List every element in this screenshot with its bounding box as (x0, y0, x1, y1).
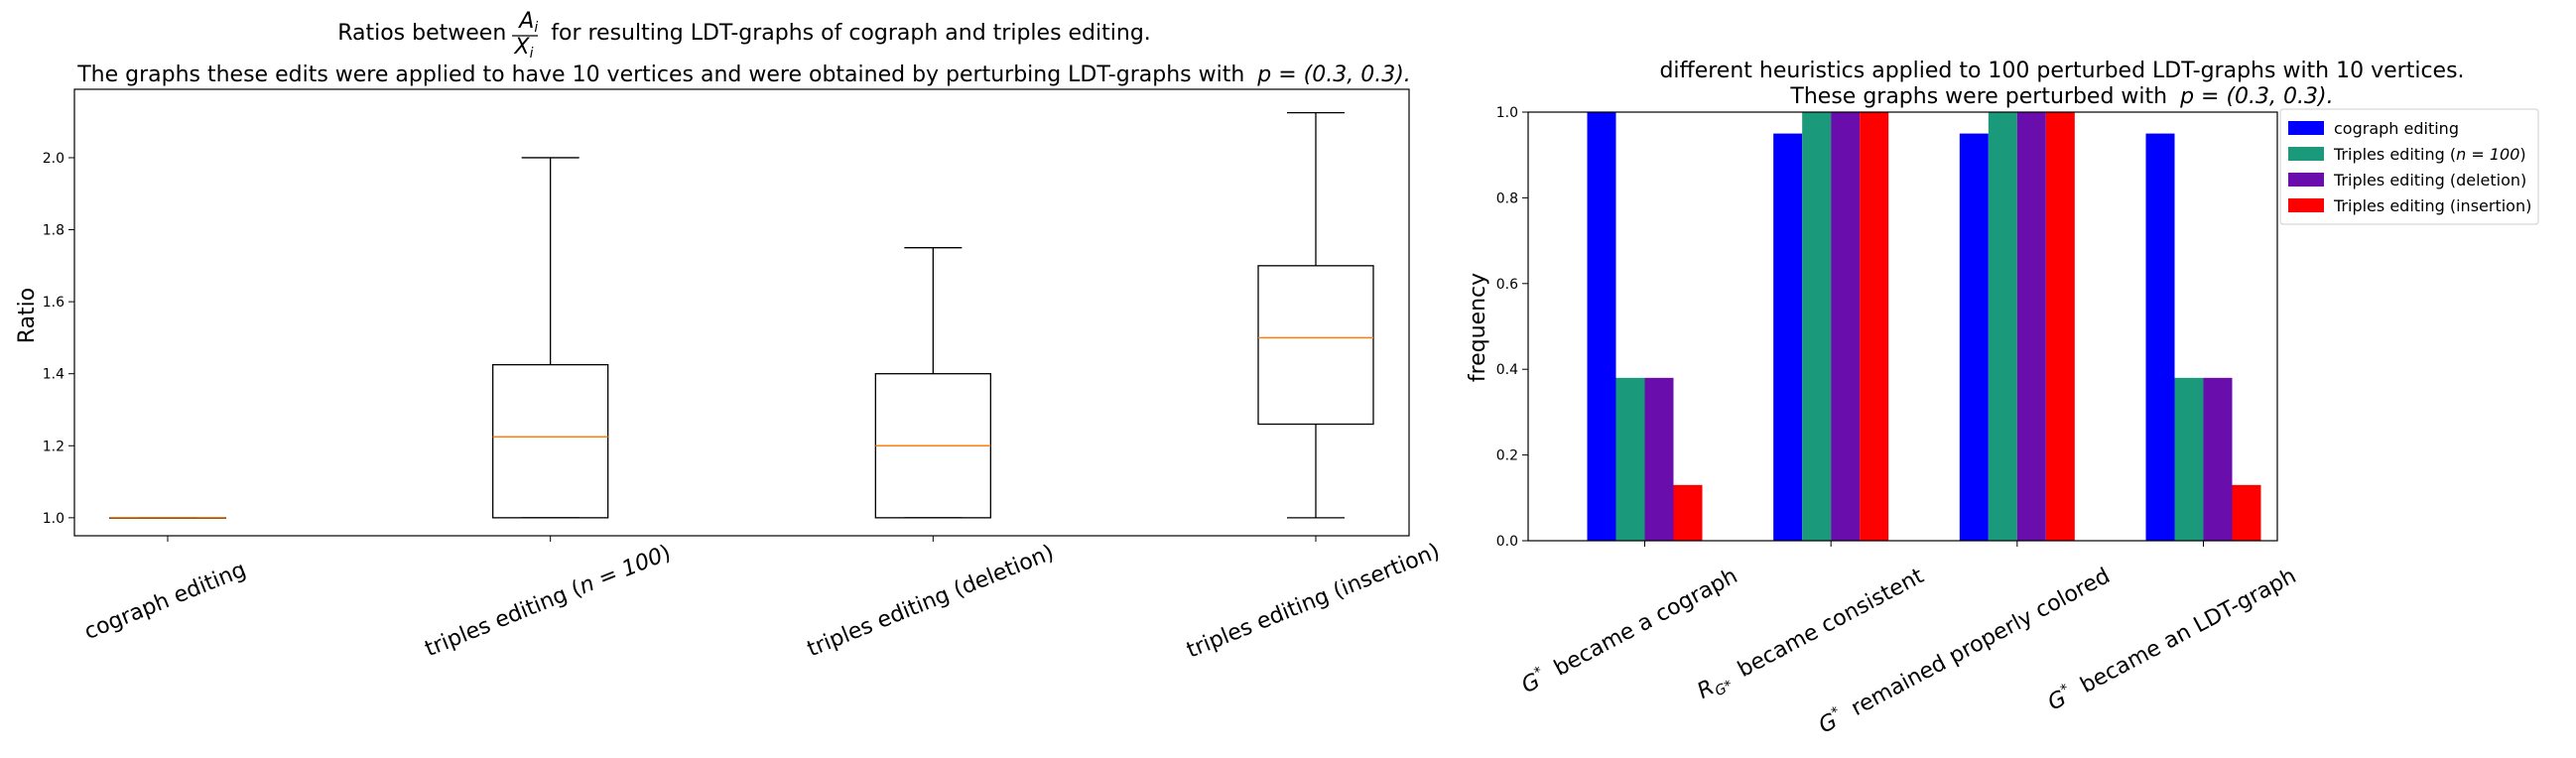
boxplot-plot-frame (73, 88, 1410, 537)
bar-chart-y-tick-label: 1.0 (1496, 105, 1518, 121)
legend-item: cograph editing (2288, 119, 2459, 138)
bar (2045, 112, 2075, 541)
bar-chart-y-tick-label: 0.4 (1496, 362, 1518, 378)
legend-item: Triples editing (deletion) (2288, 171, 2526, 190)
box-1 (109, 517, 226, 520)
bar (1773, 133, 1803, 541)
boxplot-x-tick-label: triples editing (deletion) (804, 541, 1058, 663)
bar (1988, 112, 2017, 541)
boxplot-x-tick-label: cograph editing (81, 558, 250, 645)
box-4 (1257, 111, 1374, 519)
boxplot-y-axis-label: Ratio (15, 288, 40, 343)
bar (1860, 112, 1889, 541)
bar (1802, 112, 1832, 541)
bar-series-3 (1644, 112, 2233, 541)
legend-label: cograph editing (2334, 119, 2459, 138)
bar-chart-y-tick-label: 0.6 (1496, 277, 1518, 293)
bar-chart-plot-frame (1527, 111, 2278, 542)
bar (2016, 112, 2046, 541)
bar-chart-legend: cograph editing Triples editing (n = 100)… (2279, 108, 2539, 225)
boxplot-chart: Ratios between Ai for resulting LDT-grap… (15, 9, 1444, 664)
bar (1587, 112, 1616, 541)
bar (1831, 112, 1861, 541)
box-2 (492, 157, 609, 519)
bar (1673, 484, 1703, 541)
bar-chart-title-line1: different heuristics applied to 100 pert… (1659, 59, 2464, 83)
boxplot-x-tick-label: triples editing (insertion) (1184, 539, 1444, 663)
boxplot-title-denominator: Xi (514, 35, 534, 62)
legend-label: Triples editing (deletion) (2333, 171, 2526, 190)
boxplot-y-tick-label: 1.2 (43, 439, 64, 454)
box-3 (874, 247, 991, 519)
bar-chart-y-tick-label: 0.2 (1496, 448, 1518, 464)
bar-chart-title-line2: These graphs were perturbed with p = (0.… (1789, 84, 2333, 109)
bar-series-2 (1615, 112, 2204, 541)
legend-item: Triples editing (insertion) (2288, 196, 2531, 215)
legend-label: Triples editing (n = 100) (2333, 145, 2526, 164)
legend-label: Triples editing (insertion) (2333, 196, 2531, 215)
legend-frame (2279, 108, 2539, 225)
bar-chart: different heuristics applied to 100 pert… (1466, 59, 2539, 739)
bar (1959, 133, 1989, 541)
legend-swatch (2288, 173, 2324, 187)
bar-series-1 (1587, 112, 2175, 541)
bar-series-4 (1673, 112, 2261, 541)
boxplot-subtitle: The graphs these edits were applied to h… (76, 63, 1411, 87)
legend-item: Triples editing (n = 100) (2288, 145, 2526, 164)
bar (2174, 377, 2204, 541)
boxplot-boxes (109, 111, 1374, 520)
boxplot-y-ticks: 1.0 1.2 1.4 1.6 1.8 2.0 (43, 151, 74, 527)
boxplot-y-tick-label: 2.0 (43, 151, 64, 167)
bar (2145, 133, 2175, 541)
bar (2203, 377, 2233, 541)
boxplot-x-tick-label: triples editing (n = 100) (422, 541, 675, 662)
bar-chart-y-tick-label: 0.8 (1496, 190, 1518, 206)
boxplot-title: Ratios between Ai for resulting LDT-grap… (337, 9, 1151, 46)
legend-swatch (2288, 121, 2324, 135)
bar-chart-y-tick-label: 0.0 (1496, 534, 1518, 550)
bar-chart-x-tick-label: G* remained properly colored (1814, 562, 2115, 738)
boxplot-y-tick-label: 1.0 (43, 511, 64, 527)
boxplot-y-tick-label: 1.8 (43, 223, 64, 239)
bar-chart-y-ticks: 0.0 0.2 0.4 0.6 0.8 1.0 (1496, 105, 1528, 550)
bar (1644, 377, 1674, 541)
box-iqr (492, 363, 609, 519)
legend-swatch (2288, 147, 2324, 161)
bar (2232, 484, 2261, 541)
box-iqr (1257, 265, 1374, 426)
bar-chart-y-axis-label: frequency (1466, 273, 1490, 382)
boxplot-x-ticks: cograph editing triples editing (n = 100)… (81, 536, 1444, 664)
boxplot-y-tick-label: 1.6 (43, 295, 64, 311)
bar-chart-bars (1587, 112, 2261, 541)
bar (1615, 377, 1645, 541)
boxplot-y-tick-label: 1.4 (43, 367, 64, 383)
legend-swatch (2288, 198, 2324, 212)
